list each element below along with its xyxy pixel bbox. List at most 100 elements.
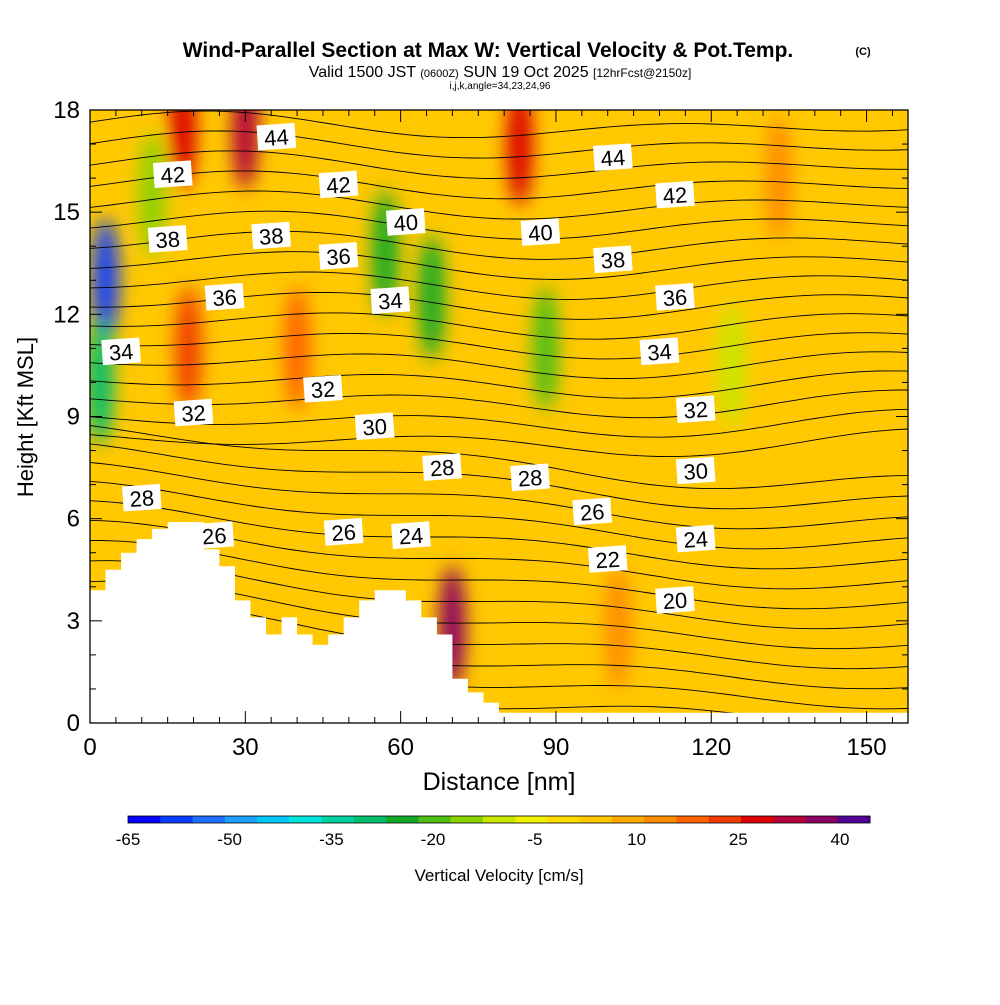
theta-label-29: 22 xyxy=(587,545,628,574)
theta-label-bg xyxy=(303,375,343,403)
vv-feature-8 xyxy=(418,235,445,360)
vv-feature-0 xyxy=(92,218,119,343)
theta-contour-26 xyxy=(90,170,908,200)
colorbar-swatch xyxy=(257,816,290,823)
theta-contour-17 xyxy=(90,351,908,380)
theta-label-text: 32 xyxy=(180,400,206,427)
colorbar-swatch xyxy=(611,816,645,823)
colorbar-swatch xyxy=(224,816,258,823)
colorbar-tick-label: -50 xyxy=(217,830,242,849)
colorbar-swatch xyxy=(644,816,677,823)
theta-label-bg xyxy=(593,245,633,274)
theta-label-23: 28 xyxy=(121,483,162,512)
colorbar-swatch xyxy=(676,816,710,823)
theta-label-text: 30 xyxy=(362,414,388,441)
y-tick-label: 18 xyxy=(53,97,80,124)
theta-contour-12 xyxy=(90,425,908,490)
y-tick-label: 9 xyxy=(67,404,80,431)
theta-contour-27 xyxy=(90,150,908,179)
theta-label-18: 32 xyxy=(675,395,716,424)
y-axis-label: Height [Kft MSL] xyxy=(13,337,38,497)
colorbar: -65 -50 -35 -20 -5 10 25 40 xyxy=(116,815,871,849)
theta-label-text: 44 xyxy=(600,145,626,172)
plot-area: 44 44 42 42 42 40 40 38 38 38 36 36 36 34 34 34 32 32 32 30… xyxy=(90,110,908,723)
theta-label-3: 42 xyxy=(318,170,359,199)
theta-label-10: 36 xyxy=(318,242,359,270)
colorbar-swatch xyxy=(386,816,419,823)
theta-label-bg xyxy=(422,453,462,481)
theta-contour-19 xyxy=(90,312,908,340)
theta-label-bg xyxy=(520,218,561,246)
theta-label-text: 28 xyxy=(517,465,543,492)
colorbar-tick-label: 25 xyxy=(729,830,748,849)
colorbar-tick-label: -20 xyxy=(421,830,446,849)
theta-label-bg xyxy=(370,286,411,314)
theta-label-9: 38 xyxy=(593,245,633,274)
colorbar-swatch xyxy=(160,816,194,823)
colorbar-tick-label: 10 xyxy=(627,830,646,849)
theta-label-25: 26 xyxy=(194,521,235,550)
theta-label-bg xyxy=(675,524,716,553)
theta-contour-9 xyxy=(90,480,908,550)
theta-contour-8 xyxy=(90,500,908,570)
theta-contour-6 xyxy=(90,540,908,610)
colorbar-swatch xyxy=(773,816,806,823)
vv-feature-4 xyxy=(175,286,202,411)
theta-contour-14 xyxy=(90,408,908,438)
theta-label-text: 42 xyxy=(160,162,186,189)
theta-contour-15 xyxy=(90,389,908,419)
theta-label-text: 40 xyxy=(393,210,419,237)
theta-label-1: 44 xyxy=(593,143,633,172)
theta-label-text: 34 xyxy=(646,339,672,366)
theta-label-text: 26 xyxy=(331,519,357,546)
theta-contour-10 xyxy=(90,462,908,530)
theta-contour-21 xyxy=(90,271,908,300)
theta-label-11: 36 xyxy=(204,283,245,311)
valid-time-line: Valid 1500 JST (0600Z) SUN 19 Oct 2025 [… xyxy=(309,64,692,81)
theta-label-13: 34 xyxy=(370,286,411,315)
theta-label-4: 42 xyxy=(655,180,695,209)
valid-zulu: (0600Z) xyxy=(420,68,459,80)
colorbar-tick-label: -5 xyxy=(527,830,542,849)
theta-label-bg xyxy=(194,521,235,549)
theta-label-text: 28 xyxy=(129,485,155,512)
theta-contour-18 xyxy=(90,332,908,360)
theta-label-bg xyxy=(593,143,633,171)
theta-label-text: 42 xyxy=(662,182,688,209)
theta-contour-29 xyxy=(90,110,908,139)
theta-label-bg xyxy=(572,497,612,526)
theta-label-text: 40 xyxy=(527,220,553,247)
x-tick-label: 150 xyxy=(847,734,887,761)
theta-label-text: 42 xyxy=(325,172,351,199)
theta-label-text: 36 xyxy=(212,284,238,311)
vv-feature-14 xyxy=(765,116,792,241)
theta-contour-13 xyxy=(90,428,908,458)
colorbar-swatch xyxy=(289,816,323,823)
y-tick-label: 3 xyxy=(67,608,80,635)
theta-label-bg xyxy=(587,545,628,573)
colorbar-swatch xyxy=(579,816,613,823)
colorbar-swatch xyxy=(805,816,839,823)
copyright-mark: (C) xyxy=(855,46,871,58)
theta-label-bg xyxy=(510,463,550,492)
colorbar-swatch xyxy=(482,816,516,823)
theta-label-text: 34 xyxy=(377,288,403,315)
theta-label-bg xyxy=(121,483,162,512)
colorbar-swatch xyxy=(192,816,226,823)
theta-label-14: 34 xyxy=(101,337,141,366)
theta-label-text: 28 xyxy=(429,455,455,482)
x-tick-label: 120 xyxy=(691,734,731,761)
theta-label-28: 24 xyxy=(675,524,716,553)
theta-label-bg xyxy=(152,160,193,188)
vv-feature-10 xyxy=(506,110,533,207)
colorbar-tick-label: -65 xyxy=(116,830,141,849)
colorbar-swatch xyxy=(547,816,581,823)
colorbar-tick-label: -35 xyxy=(319,830,344,849)
theta-label-text: 22 xyxy=(595,547,621,574)
theta-contour-25 xyxy=(90,190,908,220)
theta-label-text: 38 xyxy=(155,227,181,254)
x-tick-label: 60 xyxy=(387,734,414,761)
vv-feature-12 xyxy=(605,565,632,690)
